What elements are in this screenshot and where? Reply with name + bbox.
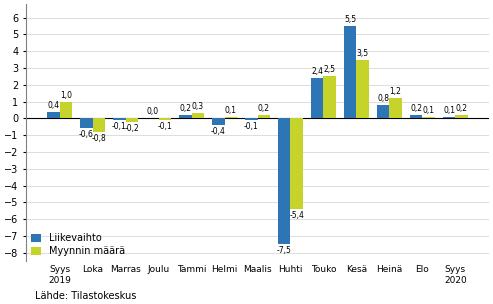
Bar [126, 118, 138, 122]
Text: 0,1: 0,1 [423, 106, 434, 115]
Text: 0,4: 0,4 [47, 101, 60, 110]
Text: -0,1: -0,1 [157, 122, 172, 131]
Text: -7,5: -7,5 [277, 246, 292, 255]
Text: 0,8: 0,8 [377, 94, 389, 103]
Bar [245, 118, 257, 120]
Text: 2,4: 2,4 [311, 67, 323, 76]
Text: 0,3: 0,3 [192, 102, 204, 111]
Text: 0,0: 0,0 [146, 107, 158, 116]
Bar [179, 115, 192, 118]
Bar [192, 113, 204, 118]
Bar [159, 118, 171, 120]
Bar [323, 76, 336, 118]
Text: 2,5: 2,5 [324, 65, 336, 74]
Text: 0,2: 0,2 [456, 104, 467, 113]
Bar [356, 60, 369, 118]
Legend: Liikevaihto, Myynnin määrä: Liikevaihto, Myynnin määrä [31, 233, 125, 256]
Bar [80, 118, 93, 128]
Bar [423, 117, 435, 118]
Bar [443, 117, 455, 118]
Text: -0,4: -0,4 [211, 127, 226, 136]
Text: -0,8: -0,8 [92, 134, 106, 143]
Text: -0,1: -0,1 [244, 122, 259, 131]
Bar [410, 115, 423, 118]
Bar [455, 115, 468, 118]
Bar [47, 112, 60, 118]
Text: 0,2: 0,2 [410, 104, 422, 113]
Bar [389, 98, 402, 118]
Text: 5,5: 5,5 [344, 15, 356, 24]
Text: 3,5: 3,5 [356, 49, 369, 57]
Bar [113, 118, 126, 120]
Text: Lähde: Tilastokeskus: Lähde: Tilastokeskus [35, 291, 136, 301]
Text: 1,2: 1,2 [389, 87, 402, 96]
Bar [224, 117, 237, 118]
Bar [377, 105, 389, 118]
Bar [290, 118, 303, 209]
Text: 0,1: 0,1 [443, 106, 455, 115]
Bar [311, 78, 323, 118]
Bar [212, 118, 224, 125]
Text: -5,4: -5,4 [289, 211, 304, 220]
Bar [278, 118, 290, 244]
Text: 0,1: 0,1 [225, 106, 237, 115]
Bar [93, 118, 105, 132]
Text: 1,0: 1,0 [60, 91, 72, 99]
Text: 0,2: 0,2 [258, 104, 270, 113]
Bar [257, 115, 270, 118]
Text: -0,2: -0,2 [125, 124, 140, 133]
Text: -0,6: -0,6 [79, 130, 94, 140]
Bar [60, 102, 72, 118]
Bar [344, 26, 356, 118]
Text: -0,1: -0,1 [112, 122, 127, 131]
Text: 0,2: 0,2 [179, 104, 191, 113]
